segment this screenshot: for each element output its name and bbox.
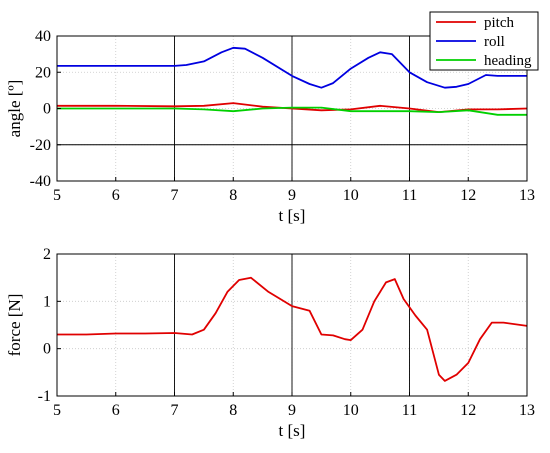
- legend-label-heading: heading: [484, 53, 532, 69]
- force-y-tick-label: 2: [43, 246, 51, 263]
- force-y-tick-label: -1: [38, 388, 51, 405]
- legend-label-pitch: pitch: [484, 15, 514, 31]
- force-x-tick-label: 5: [53, 402, 61, 419]
- legend-label-roll: roll: [484, 34, 505, 50]
- force-x-tick-label: 6: [112, 402, 120, 419]
- angle-y-axis-label: angle [º]: [5, 80, 24, 138]
- angle-x-tick-label: 5: [53, 187, 61, 204]
- angle-y-tick-label: 0: [43, 101, 51, 118]
- angle-x-tick-label: 9: [288, 187, 296, 204]
- angle-series-roll: [57, 46, 527, 89]
- legend: pitch roll heading: [429, 11, 539, 71]
- angle-x-axis-label: t [s]: [279, 206, 306, 225]
- angle-x-tick-label: 12: [460, 187, 476, 204]
- force-x-axis-label: t [s]: [279, 421, 306, 440]
- angle-y-tick-label: -20: [30, 137, 51, 154]
- force-x-tick-label: 8: [229, 402, 237, 419]
- angle-x-tick-label: 7: [171, 187, 179, 204]
- angle-x-tick-label: 8: [229, 187, 237, 204]
- force-y-axis-label: force [N]: [5, 294, 24, 357]
- angle-y-tick-label: -40: [30, 173, 51, 190]
- force-x-tick-label: 13: [519, 402, 535, 419]
- angle-y-tick-label: 40: [35, 28, 51, 45]
- angle-x-tick-label: 6: [112, 187, 120, 204]
- force-series-line-0: [57, 276, 528, 382]
- angle-y-tick-label: 20: [35, 64, 51, 81]
- angle-x-tick-label: 10: [343, 187, 359, 204]
- angle-series-heading: [57, 106, 527, 116]
- force-x-tick-label: 12: [460, 402, 476, 419]
- angle-x-tick-label: 11: [402, 187, 417, 204]
- force-x-tick-label: 10: [343, 402, 359, 419]
- force-y-tick-label: 1: [43, 293, 51, 310]
- force-y-tick-label: 0: [43, 341, 51, 358]
- force-x-tick-label: 9: [288, 402, 296, 419]
- force-x-tick-label: 7: [171, 402, 179, 419]
- angle-x-tick-label: 13: [519, 187, 535, 204]
- force-x-tick-label: 11: [402, 402, 417, 419]
